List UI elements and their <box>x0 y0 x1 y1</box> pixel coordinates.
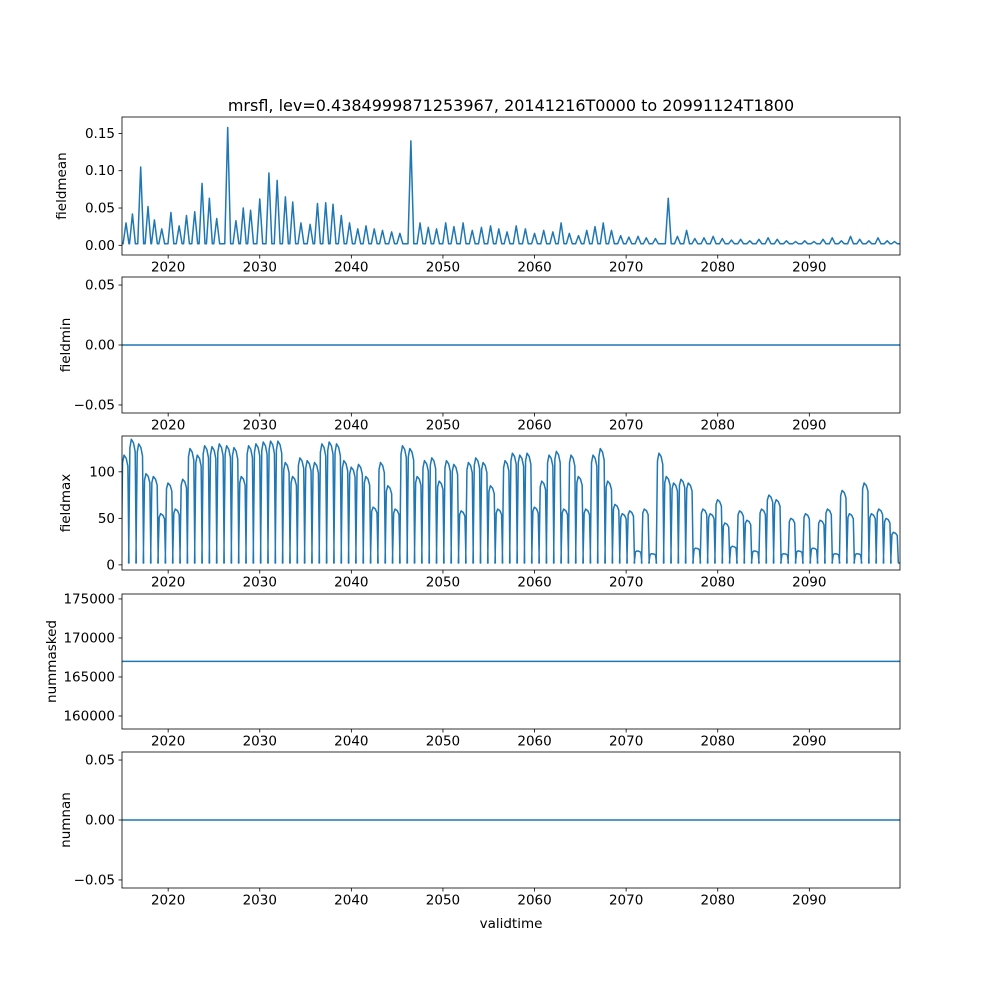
x-tick-label: 2050 <box>426 575 460 591</box>
x-tick-label: 2040 <box>334 734 368 750</box>
x-tick-label: 2050 <box>426 418 460 434</box>
x-tick-label: 2070 <box>609 893 643 909</box>
subplot-fieldmin: −0.05 0.00 0.05 2020 2030 2040 2050 2060 2070 208… <box>58 276 901 434</box>
y-tick-label: 100 <box>89 464 115 480</box>
numnan-axes-frame <box>121 751 901 889</box>
x-tick-label: 2020 <box>151 260 185 276</box>
subplot-numnan: −0.05 0.00 0.05 2020 2030 2040 2050 2060 2070 208… <box>58 751 901 909</box>
y-tick-label: 0.15 <box>85 126 115 142</box>
x-tick-label: 2090 <box>792 893 826 909</box>
fieldmean-axes-frame <box>121 116 901 256</box>
fieldmax-series-line <box>122 438 900 564</box>
x-tick-label: 2080 <box>701 734 735 750</box>
x-tick-label: 2030 <box>243 260 277 276</box>
fieldmin-axes-frame <box>121 276 901 414</box>
y-axis-label-fieldmean: fieldmean <box>54 152 70 219</box>
x-tick-label: 2050 <box>426 734 460 750</box>
chart-title: mrsfl, lev=0.4384999871253967, 20141216T… <box>227 96 795 115</box>
x-tick-label: 2030 <box>243 734 277 750</box>
x-tick-label: 2040 <box>334 418 368 434</box>
x-tick-label: 2040 <box>334 575 368 591</box>
y-tick-label: 0.05 <box>85 753 115 769</box>
y-tick-label: 175000 <box>63 591 115 607</box>
x-tick-label: 2080 <box>701 260 735 276</box>
x-tick-label: 2060 <box>517 418 551 434</box>
x-tick-label: 2060 <box>517 734 551 750</box>
x-tick-label: 2090 <box>792 734 826 750</box>
x-tick-label: 2030 <box>243 893 277 909</box>
y-axis-label-nummasked: nummasked <box>44 620 60 703</box>
y-tick-label: 0.00 <box>85 238 115 254</box>
x-tick-label: 2020 <box>151 418 185 434</box>
x-tick-label: 2030 <box>243 418 277 434</box>
subplot-fieldmean: 0.00 0.05 0.10 0.15 2020 2030 2040 2050 2060 2070… <box>54 116 901 276</box>
y-tick-label: 0.00 <box>85 338 115 354</box>
x-tick-label: 2080 <box>701 418 735 434</box>
x-tick-label: 2070 <box>609 575 643 591</box>
y-tick-label: 0.05 <box>85 278 115 294</box>
y-axis-label-fieldmin: fieldmin <box>58 318 74 373</box>
y-axis-label-fieldmax: fieldmax <box>58 474 74 533</box>
y-axis-label-numnan: numnan <box>58 792 74 848</box>
fieldmean-series-line <box>122 126 900 245</box>
x-tick-label: 2020 <box>151 575 185 591</box>
y-tick-label: 0 <box>106 557 115 573</box>
x-tick-label: 2090 <box>792 418 826 434</box>
x-tick-label: 2040 <box>334 893 368 909</box>
x-tick-label: 2050 <box>426 260 460 276</box>
y-tick-label: 165000 <box>63 669 115 685</box>
y-tick-label: −0.05 <box>74 872 115 888</box>
x-tick-label: 2090 <box>792 575 826 591</box>
subplot-nummasked: 160000 165000 170000 175000 2020 2030 2040 2050… <box>44 591 901 750</box>
x-tick-label: 2070 <box>609 418 643 434</box>
y-tick-label: 0.00 <box>85 813 115 829</box>
x-tick-label: 2020 <box>151 734 185 750</box>
x-axis-label: validtime <box>479 916 543 932</box>
y-tick-label: 0.10 <box>85 163 115 179</box>
y-tick-label: 170000 <box>63 630 115 646</box>
x-tick-label: 2060 <box>517 260 551 276</box>
x-tick-label: 2030 <box>243 575 277 591</box>
subplot-fieldmax: 0 50 100 2020 2030 2040 2050 2060 2070 2080 2090 fi… <box>58 435 901 591</box>
x-tick-label: 2020 <box>151 893 185 909</box>
y-tick-label: 50 <box>98 511 115 527</box>
x-tick-label: 2070 <box>609 260 643 276</box>
x-tick-label: 2060 <box>517 575 551 591</box>
nummasked-axes-frame <box>121 593 901 730</box>
x-tick-label: 2070 <box>609 734 643 750</box>
y-tick-label: −0.05 <box>74 397 115 413</box>
x-tick-label: 2050 <box>426 893 460 909</box>
x-tick-label: 2090 <box>792 260 826 276</box>
y-tick-label: 0.05 <box>85 201 115 217</box>
x-tick-label: 2040 <box>334 260 368 276</box>
x-tick-label: 2060 <box>517 893 551 909</box>
y-tick-label: 160000 <box>63 708 115 724</box>
x-tick-label: 2080 <box>701 575 735 591</box>
x-tick-label: 2080 <box>701 893 735 909</box>
fieldmax-axes-frame <box>121 435 901 571</box>
